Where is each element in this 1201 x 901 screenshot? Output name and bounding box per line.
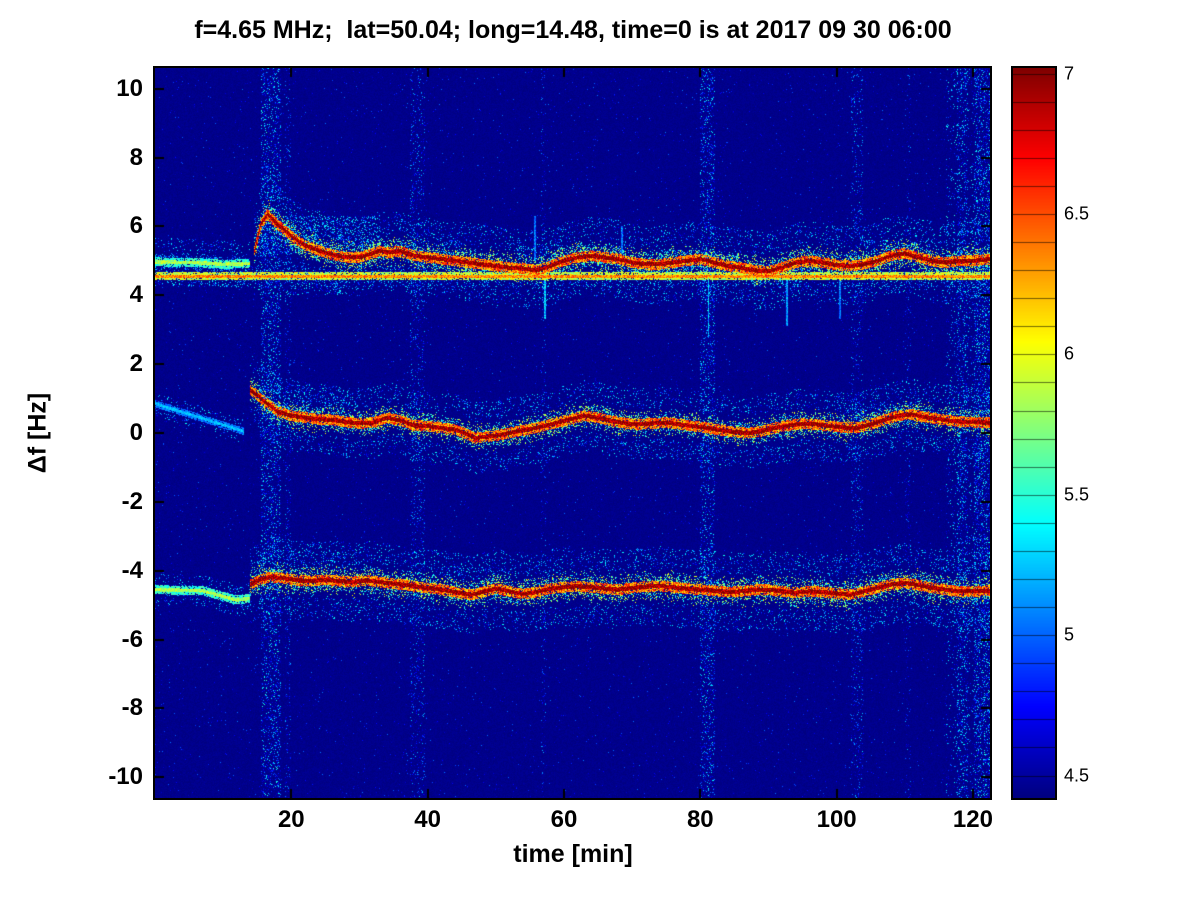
x-tick-label: 120 <box>952 806 993 833</box>
y-tick-label: 6 <box>129 212 143 240</box>
plot-title: f=4.65 MHz; lat=50.04; long=14.48, time=… <box>194 16 952 44</box>
x-tick-label: 60 <box>550 806 578 833</box>
y-tick-label: 4 <box>129 281 143 309</box>
spectrogram-heatmap <box>155 68 990 798</box>
y-tick-label: -8 <box>121 694 143 722</box>
colorbar <box>1013 68 1055 798</box>
y-axis-label: Δf [Hz] <box>23 392 52 474</box>
colorbar-tick-label: 5 <box>1064 624 1075 645</box>
y-tick-label: -6 <box>121 625 143 653</box>
y-tick-label: 2 <box>129 350 143 378</box>
x-tick-label: 40 <box>414 806 441 833</box>
y-tick-label: -4 <box>121 556 143 584</box>
x-axis-label: time [min] <box>513 840 633 868</box>
colorbar-tick-label: 7 <box>1064 63 1075 84</box>
y-tick-label: 0 <box>129 419 143 446</box>
colorbar-tick-label: 5.5 <box>1064 484 1090 505</box>
y-tick-label: 8 <box>129 143 143 171</box>
colorbar-tick-label: 4.5 <box>1064 765 1090 786</box>
x-tick-label: 20 <box>277 806 305 833</box>
x-tick-label: 100 <box>816 806 857 833</box>
colorbar-box <box>1011 66 1057 800</box>
plot-axes-box <box>153 66 992 800</box>
colorbar-tick-label: 6.5 <box>1064 203 1090 224</box>
y-tick-label: 10 <box>116 74 143 102</box>
y-tick-label: -2 <box>121 487 143 515</box>
x-tick-label: 80 <box>686 806 714 833</box>
colorbar-tick-label: 6 <box>1064 343 1075 364</box>
y-tick-label: -10 <box>108 763 143 791</box>
